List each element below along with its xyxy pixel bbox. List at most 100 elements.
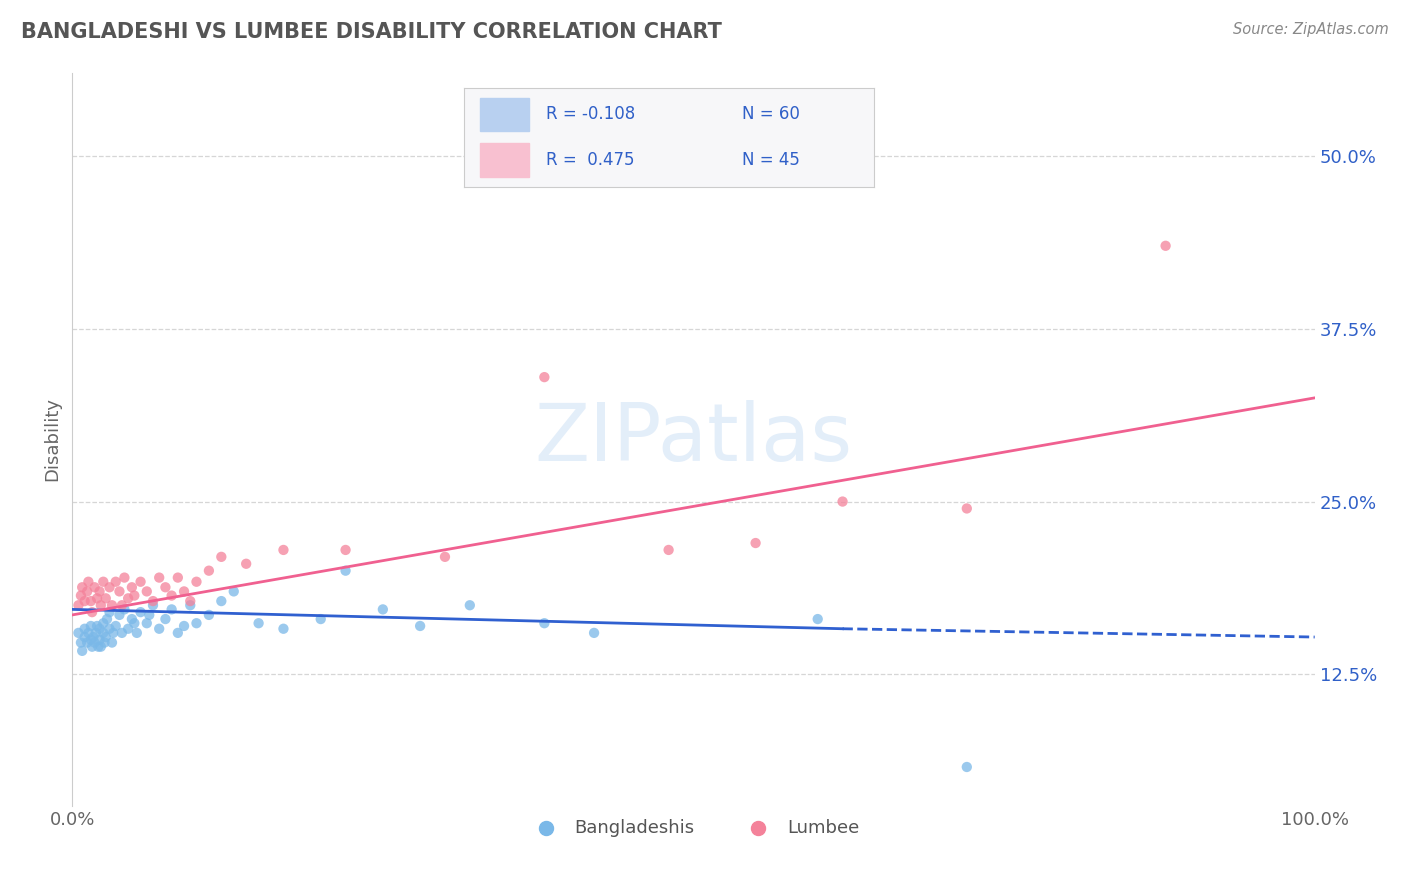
Point (101, 635, 124, 649)
Point (142, 599, 165, 613)
Point (76, 584, 98, 599)
Point (1154, 239, 1177, 253)
Point (89, 632, 111, 647)
Point (98, 580, 121, 594)
Legend: Bangladeshis, Lumbee: Bangladeshis, Lumbee (520, 812, 866, 845)
Point (111, 626, 134, 640)
Point (67, 626, 90, 640)
Point (309, 612, 332, 626)
Point (82, 630, 104, 644)
Point (173, 584, 195, 599)
Point (87, 640, 110, 654)
Point (179, 599, 201, 613)
Point (83, 635, 105, 649)
Point (96, 612, 118, 626)
Point (104, 574, 127, 589)
Point (86, 591, 108, 606)
Point (125, 626, 148, 640)
Point (235, 557, 257, 571)
Point (583, 626, 606, 640)
Point (94, 591, 117, 606)
Point (831, 494, 853, 508)
Point (112, 602, 135, 616)
Point (129, 605, 152, 619)
Point (73, 630, 96, 644)
Point (371, 602, 394, 616)
Point (80, 619, 103, 633)
Point (73, 622, 96, 636)
Point (80, 632, 103, 647)
Point (111, 599, 134, 613)
Point (135, 616, 157, 631)
Point (89, 622, 111, 636)
Point (84, 626, 107, 640)
Point (209, 594, 232, 608)
Point (112, 571, 135, 585)
Point (956, 760, 979, 774)
Point (956, 501, 979, 516)
Point (148, 622, 170, 636)
Point (807, 612, 830, 626)
Point (335, 564, 357, 578)
Point (209, 549, 232, 564)
Point (160, 589, 183, 603)
Point (70, 635, 93, 649)
Point (124, 616, 146, 631)
Point (335, 543, 357, 558)
Point (91, 574, 114, 589)
Point (82, 605, 104, 619)
Text: ZIPatlas: ZIPatlas (534, 401, 852, 478)
Text: Source: ZipAtlas.com: Source: ZipAtlas.com (1233, 22, 1389, 37)
Point (179, 594, 201, 608)
Point (148, 571, 170, 585)
Point (93, 635, 115, 649)
Point (77, 626, 100, 640)
Point (121, 612, 143, 626)
Point (70, 589, 93, 603)
Point (142, 594, 165, 608)
Point (82, 640, 104, 654)
Point (86, 619, 108, 633)
Point (173, 619, 195, 633)
Point (129, 574, 152, 589)
Point (433, 549, 456, 564)
Text: BANGLADESHI VS LUMBEE DISABILITY CORRELATION CHART: BANGLADESHI VS LUMBEE DISABILITY CORRELA… (21, 22, 721, 42)
Point (121, 580, 143, 594)
Point (166, 571, 188, 585)
Point (135, 584, 157, 599)
Point (98, 605, 121, 619)
Point (76, 635, 98, 649)
Point (89, 584, 111, 599)
Point (98, 622, 121, 636)
Point (222, 584, 245, 599)
Point (658, 543, 681, 558)
Point (273, 543, 295, 558)
Point (117, 622, 139, 636)
Point (247, 616, 270, 631)
Point (198, 607, 221, 622)
Point (70, 580, 93, 594)
Point (83, 580, 105, 594)
Point (80, 594, 103, 608)
Point (103, 626, 125, 640)
Point (91, 616, 114, 631)
Point (155, 612, 177, 626)
Point (70, 644, 93, 658)
Point (533, 370, 555, 384)
Point (117, 591, 139, 606)
Point (744, 536, 766, 550)
Point (101, 599, 124, 613)
Point (186, 616, 208, 631)
Point (166, 626, 188, 640)
Point (186, 574, 208, 589)
Point (155, 580, 177, 594)
Point (77, 574, 100, 589)
Point (458, 599, 481, 613)
Point (104, 619, 127, 633)
Point (409, 619, 432, 633)
Point (73, 594, 96, 608)
Point (108, 607, 131, 622)
Point (160, 602, 183, 616)
Point (138, 607, 160, 622)
Point (91, 626, 114, 640)
